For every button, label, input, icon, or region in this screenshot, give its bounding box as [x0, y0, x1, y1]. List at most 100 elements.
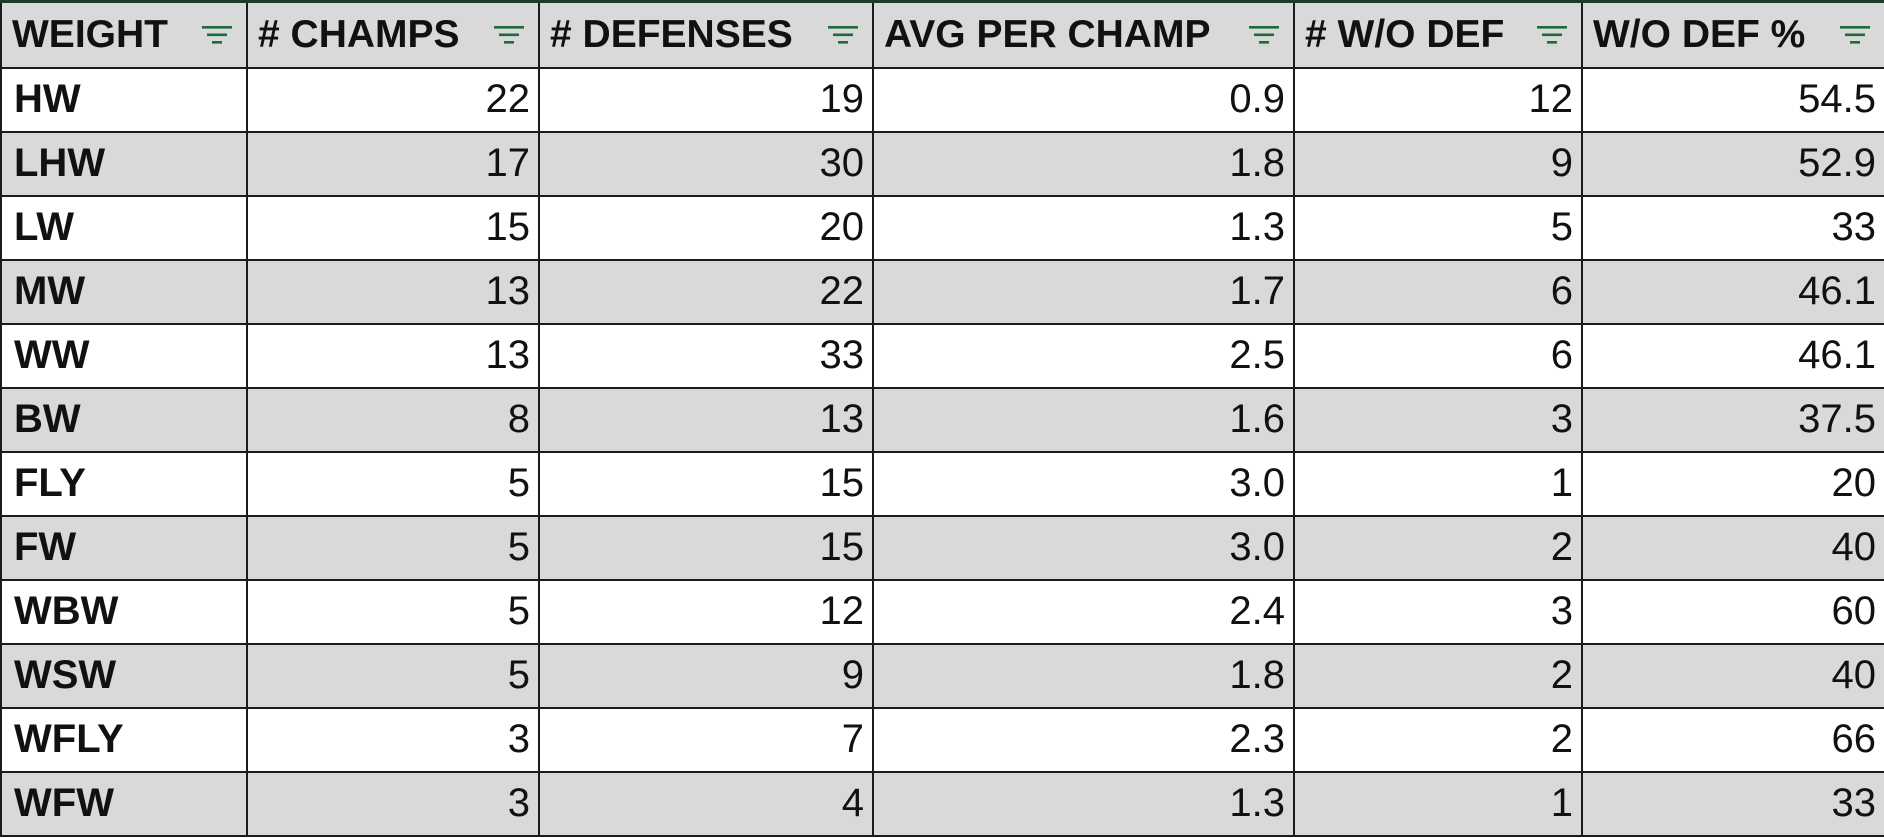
cell-defenses[interactable]: 19 — [538, 66, 874, 133]
table-row: MW 13 22 1.7 6 46.1 — [0, 258, 1884, 325]
table-row: WBW 5 12 2.4 3 60 — [0, 578, 1884, 645]
cell-champs[interactable]: 5 — [246, 578, 540, 645]
cell-without-def-percent[interactable]: 33 — [1581, 770, 1884, 837]
cell-weight[interactable]: WBW — [0, 578, 248, 645]
filter-icon[interactable] — [200, 22, 234, 48]
cell-champs[interactable]: 3 — [246, 706, 540, 773]
cell-weight[interactable]: BW — [0, 386, 248, 453]
cell-weight[interactable]: WFLY — [0, 706, 248, 773]
cell-weight[interactable]: WW — [0, 322, 248, 389]
table-row: WFW 3 4 1.3 1 33 — [0, 770, 1884, 837]
cell-without-def[interactable]: 9 — [1293, 130, 1583, 197]
cell-without-def-percent[interactable]: 60 — [1581, 578, 1884, 645]
filter-icon[interactable] — [826, 22, 860, 48]
cell-defenses[interactable]: 20 — [538, 194, 874, 261]
cell-without-def-percent[interactable]: 52.9 — [1581, 130, 1884, 197]
cell-without-def[interactable]: 5 — [1293, 194, 1583, 261]
cell-defenses[interactable]: 22 — [538, 258, 874, 325]
cell-without-def-percent[interactable]: 66 — [1581, 706, 1884, 773]
cell-avg-per-champ[interactable]: 1.3 — [872, 194, 1295, 261]
filter-icon[interactable] — [1838, 22, 1872, 48]
table-row: LW 15 20 1.3 5 33 — [0, 194, 1884, 261]
cell-without-def-percent[interactable]: 46.1 — [1581, 322, 1884, 389]
cell-without-def[interactable]: 3 — [1293, 386, 1583, 453]
cell-without-def[interactable]: 2 — [1293, 706, 1583, 773]
cell-defenses[interactable]: 4 — [538, 770, 874, 837]
cell-avg-per-champ[interactable]: 1.8 — [872, 642, 1295, 709]
cell-without-def-percent[interactable]: 20 — [1581, 450, 1884, 517]
column-header-defenses[interactable]: # DEFENSES — [538, 0, 874, 69]
cell-without-def[interactable]: 12 — [1293, 66, 1583, 133]
filter-icon[interactable] — [1535, 22, 1569, 48]
cell-avg-per-champ[interactable]: 0.9 — [872, 66, 1295, 133]
cell-defenses[interactable]: 15 — [538, 514, 874, 581]
cell-without-def[interactable]: 6 — [1293, 322, 1583, 389]
cell-champs[interactable]: 13 — [246, 322, 540, 389]
cell-avg-per-champ[interactable]: 1.6 — [872, 386, 1295, 453]
cell-champs[interactable]: 5 — [246, 642, 540, 709]
cell-without-def-percent[interactable]: 54.5 — [1581, 66, 1884, 133]
cell-champs[interactable]: 3 — [246, 770, 540, 837]
cell-champs[interactable]: 13 — [246, 258, 540, 325]
cell-defenses[interactable]: 33 — [538, 322, 874, 389]
column-header-champs[interactable]: # CHAMPS — [246, 0, 540, 69]
column-header-label: W/O DEF % — [1593, 12, 1806, 56]
cell-avg-per-champ[interactable]: 3.0 — [872, 514, 1295, 581]
cell-champs[interactable]: 22 — [246, 66, 540, 133]
filter-icon[interactable] — [1247, 22, 1281, 48]
cell-avg-per-champ[interactable]: 1.7 — [872, 258, 1295, 325]
filter-icon[interactable] — [492, 22, 526, 48]
cell-weight[interactable]: WSW — [0, 642, 248, 709]
column-header-label: # CHAMPS — [258, 12, 460, 56]
cell-defenses[interactable]: 12 — [538, 578, 874, 645]
cell-champs[interactable]: 5 — [246, 450, 540, 517]
cell-defenses[interactable]: 13 — [538, 386, 874, 453]
column-header-weight[interactable]: WEIGHT — [0, 0, 248, 69]
cell-without-def-percent[interactable]: 46.1 — [1581, 258, 1884, 325]
cell-champs[interactable]: 5 — [246, 514, 540, 581]
column-header-label: AVG PER CHAMP — [884, 12, 1211, 56]
cell-without-def[interactable]: 2 — [1293, 514, 1583, 581]
cell-defenses[interactable]: 9 — [538, 642, 874, 709]
column-header-without-def-percent[interactable]: W/O DEF % — [1581, 0, 1884, 69]
table-row: BW 8 13 1.6 3 37.5 — [0, 386, 1884, 453]
cell-weight[interactable]: MW — [0, 258, 248, 325]
table-header: WEIGHT # CHAMPS # DEFENSES AVG PER CHAMP… — [0, 0, 1884, 69]
table-row: WSW 5 9 1.8 2 40 — [0, 642, 1884, 709]
cell-weight[interactable]: FW — [0, 514, 248, 581]
cell-avg-per-champ[interactable]: 2.3 — [872, 706, 1295, 773]
cell-champs[interactable]: 15 — [246, 194, 540, 261]
table-row: WFLY 3 7 2.3 2 66 — [0, 706, 1884, 773]
cell-avg-per-champ[interactable]: 2.5 — [872, 322, 1295, 389]
cell-avg-per-champ[interactable]: 1.8 — [872, 130, 1295, 197]
cell-without-def[interactable]: 3 — [1293, 578, 1583, 645]
cell-without-def-percent[interactable]: 37.5 — [1581, 386, 1884, 453]
cell-without-def-percent[interactable]: 33 — [1581, 194, 1884, 261]
cell-without-def[interactable]: 2 — [1293, 642, 1583, 709]
column-header-label: # DEFENSES — [550, 12, 793, 56]
cell-weight[interactable]: LHW — [0, 130, 248, 197]
cell-weight[interactable]: FLY — [0, 450, 248, 517]
cell-defenses[interactable]: 7 — [538, 706, 874, 773]
cell-champs[interactable]: 8 — [246, 386, 540, 453]
column-header-without-def[interactable]: # W/O DEF — [1293, 0, 1583, 69]
cell-defenses[interactable]: 30 — [538, 130, 874, 197]
cell-avg-per-champ[interactable]: 3.0 — [872, 450, 1295, 517]
cell-without-def[interactable]: 1 — [1293, 450, 1583, 517]
cell-weight[interactable]: WFW — [0, 770, 248, 837]
cell-without-def[interactable]: 6 — [1293, 258, 1583, 325]
cell-weight[interactable]: HW — [0, 66, 248, 133]
cell-without-def[interactable]: 1 — [1293, 770, 1583, 837]
cell-avg-per-champ[interactable]: 2.4 — [872, 578, 1295, 645]
cell-without-def-percent[interactable]: 40 — [1581, 642, 1884, 709]
cell-weight[interactable]: LW — [0, 194, 248, 261]
cell-champs[interactable]: 17 — [246, 130, 540, 197]
column-header-avg-per-champ[interactable]: AVG PER CHAMP — [872, 0, 1295, 69]
table-row: LHW 17 30 1.8 9 52.9 — [0, 130, 1884, 197]
cell-defenses[interactable]: 15 — [538, 450, 874, 517]
cell-without-def-percent[interactable]: 40 — [1581, 514, 1884, 581]
cell-avg-per-champ[interactable]: 1.3 — [872, 770, 1295, 837]
table-row: WW 13 33 2.5 6 46.1 — [0, 322, 1884, 389]
column-header-label: # W/O DEF — [1305, 12, 1505, 56]
